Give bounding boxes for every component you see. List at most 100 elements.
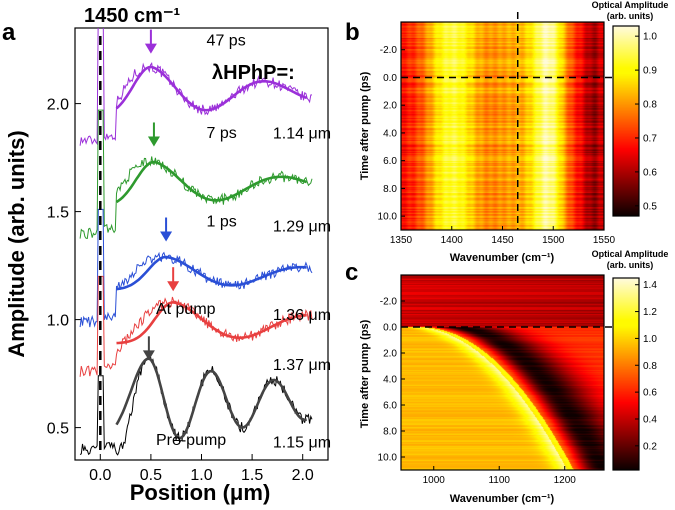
panel-c-colorbar-ticks: 0.2 0.4 0.6 0.8 1.0 1.2 1.4 [635, 280, 657, 452]
panel-a-fit-curve [116, 300, 307, 345]
panel-b-ylabel: Time after pump (ps) [359, 71, 371, 180]
panel-c-ticks: 1000 1100 1200 -2.0 0.0 2.0 4.0 6.0 8.0 10.0 [378, 297, 577, 487]
panel-b-xlabel: Wavenumber (cm⁻¹) [450, 252, 555, 264]
panel-c-ylabel: Time after pump (ps) [359, 319, 371, 428]
colorbar-tick-label: 0.6 [643, 167, 657, 178]
colorbar-tick-label: 1.0 [643, 32, 657, 43]
panel-a-xtick-label: 0.0 [89, 467, 111, 484]
heatmap-xtick-label: 1550 [593, 235, 616, 246]
panel-a-series-name: 47 ps [207, 32, 246, 49]
panel-a-ytick-label: 0.5 [47, 421, 69, 438]
panel-c-heatmap-image [401, 275, 604, 470]
panel-a-fit-curve [116, 255, 307, 291]
heatmap-xtick-label: 1350 [390, 235, 413, 246]
panel-a-peak-arrowhead [167, 281, 180, 292]
colorbar-tick-label: 0.6 [643, 388, 657, 399]
heatmap-ytick-label: 0.0 [383, 73, 397, 84]
panel-a-line-chart: a 1450 cm⁻¹ 0.0 0.5 1.0 1.5 2.00.51.01.52.0 … [2, 5, 331, 505]
panel-a-title: 1450 cm⁻¹ [84, 5, 181, 27]
panel-a-peak-arrowhead [142, 350, 155, 361]
panel-a-peak-arrowhead [144, 43, 157, 54]
panel-b-colorbar-ticks: 0.5 0.6 0.7 0.8 0.9 1.0 [635, 32, 657, 212]
colorbar-tick-label: 0.5 [643, 201, 657, 212]
panel-a-xtick-label: 2.0 [292, 467, 314, 484]
panel-b-colorbar-frame [612, 25, 640, 217]
colorbar-tick-label: 0.8 [643, 361, 657, 372]
panel-a-peak-arrowhead [160, 231, 173, 242]
heatmap-xtick-label: 1000 [423, 475, 446, 486]
panel-a-series-wavelength: 1.36 μm [273, 307, 331, 324]
panel-a-xtick-label: 0.5 [140, 467, 162, 484]
panel-c-colorbar-title: Optical Amplitude (arb. units) [592, 249, 669, 270]
colorbar-tick-label: 0.8 [643, 100, 657, 111]
heatmap-ytick-label: -2.0 [380, 297, 398, 308]
panel-b-colorbar [613, 26, 639, 216]
heatmap-xtick-label: 1400 [441, 235, 464, 246]
heatmap-ytick-label: 2.0 [383, 349, 397, 360]
panel-a-series-wavelength: 1.15 μm [273, 435, 331, 452]
colorbar-tick-label: 0.2 [643, 441, 657, 452]
panel-a-ticks: 0.0 0.5 1.0 1.5 2.0 0.5 1.0 1.5 2.0 [47, 97, 314, 484]
panel-a-letter: a [2, 19, 16, 46]
heatmap-xtick-label: 1100 [488, 475, 510, 486]
panel-a-series-wavelength: 1.29 μm [273, 219, 331, 236]
panel-a-raw-trace [79, 275, 313, 377]
panel-a-ytick-label: 2.0 [47, 97, 69, 114]
colorbar-tick-label: 1.2 [643, 307, 657, 318]
panel-a-xtick-label: 1.0 [190, 467, 212, 484]
heatmap-xtick-label: 1450 [491, 235, 514, 246]
panel-b-heatmap: b 1350 1400 1450 1500 1550 -2.0 0.0 2.0 4.0 6.0 8.… [345, 0, 668, 264]
colorbar-title-line-2: (arb. units) [607, 260, 654, 270]
colorbar-title-line-2: (arb. units) [607, 11, 654, 21]
heatmap-ytick-label: 10.0 [378, 453, 398, 464]
panel-b-ticks: 1350 1400 1450 1500 1550 -2.0 0.0 2.0 4.0 6.0 8.0 1… [378, 45, 616, 246]
heatmap-ytick-label: 8.0 [383, 184, 397, 195]
colorbar-title-line-1: Optical Amplitude [592, 0, 669, 10]
panel-a-raw-trace [79, 28, 313, 146]
heatmap-ytick-label: 6.0 [383, 401, 397, 412]
panel-c-xlabel: Wavenumber (cm⁻¹) [450, 493, 555, 505]
panel-c-colorbar [613, 278, 639, 470]
panel-a-series-name: 7 ps [207, 125, 237, 142]
colorbar-tick-label: 1.4 [643, 280, 657, 291]
heatmap-xtick-label: 1500 [542, 235, 565, 246]
heatmap-ytick-label: 10.0 [378, 212, 398, 223]
colorbar-title-line-1: Optical Amplitude [592, 249, 669, 259]
panel-a-series-name: 1 ps [207, 214, 237, 231]
heatmap-ytick-label: -2.0 [380, 45, 398, 56]
panel-a-series-name: Pre-pump [156, 432, 226, 449]
panel-a-peak-arrowhead [147, 136, 160, 147]
panel-c-axes [400, 274, 605, 471]
heatmap-ytick-label: 6.0 [383, 156, 397, 167]
panel-c-colorbar-frame [612, 277, 640, 471]
heatmap-ytick-label: 8.0 [383, 427, 397, 438]
panel-b-letter: b [345, 19, 360, 46]
heatmap-ytick-label: 2.0 [383, 101, 397, 112]
colorbar-tick-label: 0.4 [643, 414, 657, 425]
panel-a-fit-curve [115, 160, 308, 204]
panel-a-ytick-label: 1.0 [47, 313, 69, 330]
panel-a-ylabel: Amplitude (arb. units) [4, 130, 29, 357]
panel-a-fit-curve [115, 65, 308, 112]
heatmap-ytick-label: 0.0 [383, 323, 397, 334]
panel-a-series-name: At pump [156, 301, 216, 318]
heatmap-ytick-label: 4.0 [383, 128, 397, 139]
panel-a-xlabel: Position (μm) [130, 480, 271, 505]
panel-a-series-wavelength: 1.37 μm [273, 357, 331, 374]
panel-a-ytick-label: 1.5 [47, 205, 69, 222]
colorbar-tick-label: 1.0 [643, 334, 657, 345]
panel-a-lambda-label: λHPhP=: [212, 62, 295, 84]
panel-a-xtick-label: 1.5 [241, 467, 263, 484]
panel-c-letter: c [345, 259, 358, 286]
panel-a-series-labels: 47 ps 1.14 μm 7 ps 1.29 μm 1 ps 1.36 μm At pum… [142, 29, 331, 452]
panel-b-colorbar-title: Optical Amplitude (arb. units) [592, 0, 669, 21]
panel-c-heatmap: c 1000 1100 1200 -2.0 0.0 2.0 4.0 6.0 8.0 10.0 Wa… [345, 249, 668, 505]
panel-a-series-wavelength: 1.14 μm [273, 126, 331, 143]
colorbar-tick-label: 0.7 [643, 133, 657, 144]
colorbar-tick-label: 0.9 [643, 66, 657, 77]
panel-a-axes [74, 27, 329, 461]
heatmap-ytick-label: 4.0 [383, 375, 397, 386]
heatmap-xtick-label: 1200 [554, 475, 577, 486]
panel-b-heatmap-image [401, 22, 604, 230]
